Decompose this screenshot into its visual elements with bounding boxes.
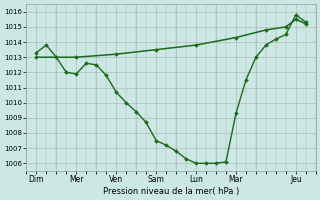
X-axis label: Pression niveau de la mer( hPa ): Pression niveau de la mer( hPa ): [103, 187, 239, 196]
